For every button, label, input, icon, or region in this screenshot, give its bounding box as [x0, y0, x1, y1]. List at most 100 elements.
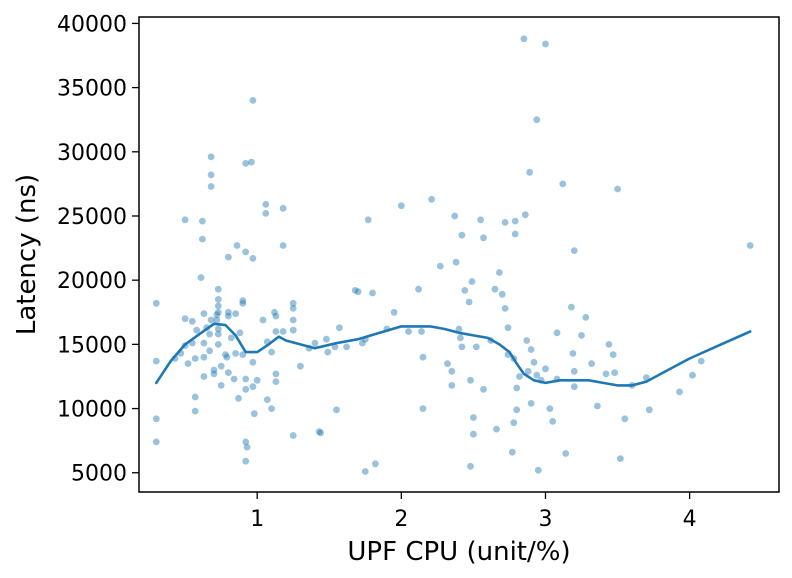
scatter-point-130: [458, 343, 466, 351]
scatter-point-41: [214, 341, 222, 348]
scatter-point-79: [268, 348, 275, 356]
scatter-point-96: [311, 339, 319, 347]
scatter-point-2: [152, 357, 160, 365]
scatter-point-87: [279, 242, 287, 249]
scatter-point-106: [354, 288, 362, 296]
x-axis-label: UPF CPU (unit/%): [347, 537, 570, 567]
y-tick-label: 20000: [57, 269, 127, 294]
scatter-point-175: [549, 418, 557, 425]
scatter-point-107: [359, 339, 366, 347]
scatter-point-176: [553, 329, 561, 337]
scatter-point-149: [501, 219, 509, 226]
scatter-point-183: [570, 247, 578, 255]
scatter-point-178: [559, 180, 567, 188]
scatter-point-163: [524, 367, 532, 375]
scatter-point-47: [225, 308, 232, 316]
trend-line: [155, 322, 752, 387]
scatter-point-68: [249, 97, 257, 104]
scatter-point-55: [235, 394, 242, 402]
scatter-point-146: [496, 269, 503, 276]
scatter-point-82: [272, 312, 280, 320]
scatter-point-141: [480, 385, 487, 393]
scatter-point-189: [602, 370, 610, 378]
scatter-point-78: [263, 396, 271, 403]
y-tick-label: 25000: [57, 205, 127, 230]
scatter-point-142: [480, 234, 487, 242]
scatter-point-60: [242, 160, 250, 167]
scatter-point-114: [390, 308, 398, 316]
scatter-point-102: [333, 406, 340, 414]
scatter-point-22: [200, 353, 208, 361]
scatter-point-134: [467, 462, 474, 470]
scatter-point-51: [230, 375, 238, 383]
scatter-point-90: [289, 305, 297, 312]
scatter-point-193: [614, 185, 621, 193]
scatter-point-195: [621, 415, 629, 423]
scatter-point-131: [458, 231, 466, 239]
scatter-point-120: [419, 353, 427, 361]
scatter-point-45: [223, 353, 231, 361]
scatter-point-75: [262, 201, 270, 208]
scatter-point-112: [372, 460, 379, 468]
scatter-point-85: [272, 378, 280, 385]
scatter-point-169: [533, 371, 541, 379]
scatter-point-133: [465, 298, 473, 306]
scatter-point-63: [242, 385, 250, 393]
scatter-point-157: [513, 384, 521, 392]
scatter-point-67: [248, 158, 255, 166]
scatter-point-121: [428, 195, 435, 203]
scatter-point-26: [206, 347, 214, 355]
scatter-point-66: [243, 443, 251, 451]
scatter-point-144: [491, 285, 499, 293]
scatter-point-84: [272, 370, 280, 378]
scatter-point-46: [225, 253, 232, 261]
y-tick-label: 5000: [71, 462, 127, 487]
scatter-point-191: [609, 351, 617, 358]
scatter-point-158: [513, 406, 521, 414]
y-tick-label: 30000: [57, 141, 127, 166]
plot-frame: [138, 16, 780, 493]
scatter-point-154: [510, 419, 518, 427]
scatter-point-35: [214, 285, 222, 293]
scatter-point-33: [213, 311, 221, 319]
scatter-point-31: [210, 366, 218, 374]
scatter-point-104: [343, 343, 350, 351]
scatter-point-4: [152, 438, 160, 446]
x-tick-label: 3: [538, 507, 552, 532]
scatter-point-139: [472, 343, 480, 351]
scatter-point-159: [516, 373, 523, 380]
scatter-point-162: [523, 337, 531, 344]
x-tick-label: 2: [394, 507, 408, 532]
scatter-point-138: [470, 430, 477, 438]
scatter-point-174: [546, 405, 554, 412]
scatter-point-42: [217, 362, 225, 370]
scatter-point-168: [533, 116, 541, 124]
scatter-point-156: [511, 217, 519, 225]
scatter-point-105: [351, 287, 359, 294]
scatter-point-83: [272, 328, 280, 335]
scatter-point-40: [214, 330, 222, 338]
scatter-point-70: [249, 358, 257, 366]
scatter-point-116: [405, 328, 412, 335]
scatter-point-99: [323, 335, 330, 343]
scatter-point-7: [181, 216, 189, 224]
scatter-point-92: [289, 326, 297, 334]
scatter-point-59: [239, 351, 247, 358]
scatter-point-201: [697, 357, 705, 365]
scatter-point-49: [225, 369, 232, 376]
scatter-point-170: [534, 466, 542, 474]
scatter-point-50: [227, 334, 235, 342]
scatter-point-129: [457, 334, 464, 342]
scatter-point-145: [493, 425, 500, 433]
scatter-point-181: [569, 350, 577, 357]
scatter-point-118: [418, 328, 425, 335]
y-tick-label: 15000: [57, 333, 127, 358]
scatter-point-199: [676, 388, 683, 396]
scatter-point-132: [461, 287, 469, 294]
scatter-point-18: [199, 235, 206, 243]
scatter-point-81: [271, 308, 278, 316]
scatter-point-200: [689, 371, 696, 379]
scatter-point-122: [436, 262, 444, 270]
scatter-point-192: [611, 369, 619, 376]
